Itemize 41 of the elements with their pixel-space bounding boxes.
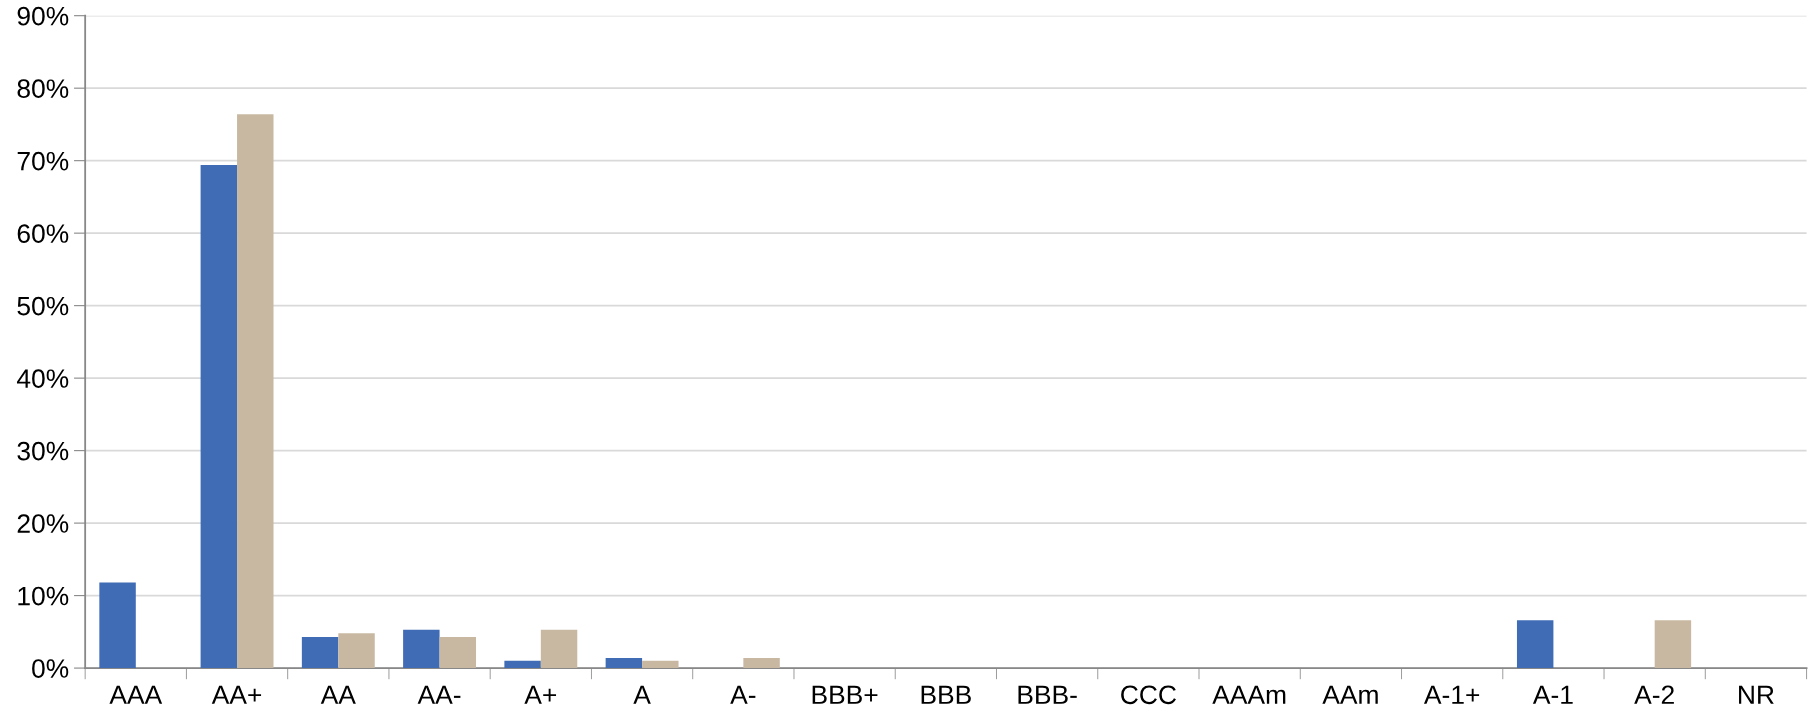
y-tick-label: 50%: [17, 296, 69, 316]
x-tick-label: BBB-: [1018, 685, 1077, 704]
bar: [301, 636, 339, 669]
x-tick-label: CCC: [1121, 685, 1176, 705]
bar: [1516, 620, 1554, 669]
y-tick-label: 30%: [17, 441, 69, 461]
bar: [743, 657, 780, 669]
x-tick-label: A-2: [1634, 685, 1674, 704]
y-tick-label: 40%: [16, 369, 69, 388]
x-tick-label: AAA: [109, 685, 163, 704]
y-tick-label: 0%: [32, 659, 69, 678]
bar: [338, 633, 375, 669]
x-tick-label: BBB: [921, 685, 971, 704]
y-tick-label: 10%: [18, 586, 69, 606]
x-tick-label: AA-: [417, 685, 461, 704]
x-tick-label: BBB+: [812, 685, 878, 704]
x-tick-label: A-1: [1532, 685, 1573, 704]
bar: [642, 660, 679, 669]
x-tick-label: A-: [730, 685, 756, 704]
bar: [439, 636, 477, 669]
x-tick-label: AAAm: [1212, 685, 1286, 704]
x-tick-label: A+: [524, 685, 557, 704]
bar: [605, 657, 643, 669]
x-tick-label: AA: [320, 685, 356, 704]
bar: [237, 114, 274, 669]
x-tick-label: A-1+: [1423, 685, 1480, 704]
y-tick-label: 70%: [17, 151, 69, 171]
x-tick-label: AA+: [211, 685, 262, 704]
bar: [1654, 620, 1692, 669]
bar: [200, 165, 238, 669]
bar: [504, 660, 541, 669]
bar: [99, 582, 136, 669]
x-tick-label: AAm: [1322, 685, 1378, 704]
y-tick-label: 20%: [17, 514, 69, 533]
bar: [540, 629, 578, 669]
x-tick-label: A: [633, 685, 651, 704]
y-tick-label: 80%: [17, 79, 69, 98]
y-tick-label: 90%: [17, 6, 69, 26]
y-tick-label: 60%: [17, 224, 69, 243]
x-tick-label: NR: [1739, 685, 1774, 704]
bar: [403, 629, 440, 669]
